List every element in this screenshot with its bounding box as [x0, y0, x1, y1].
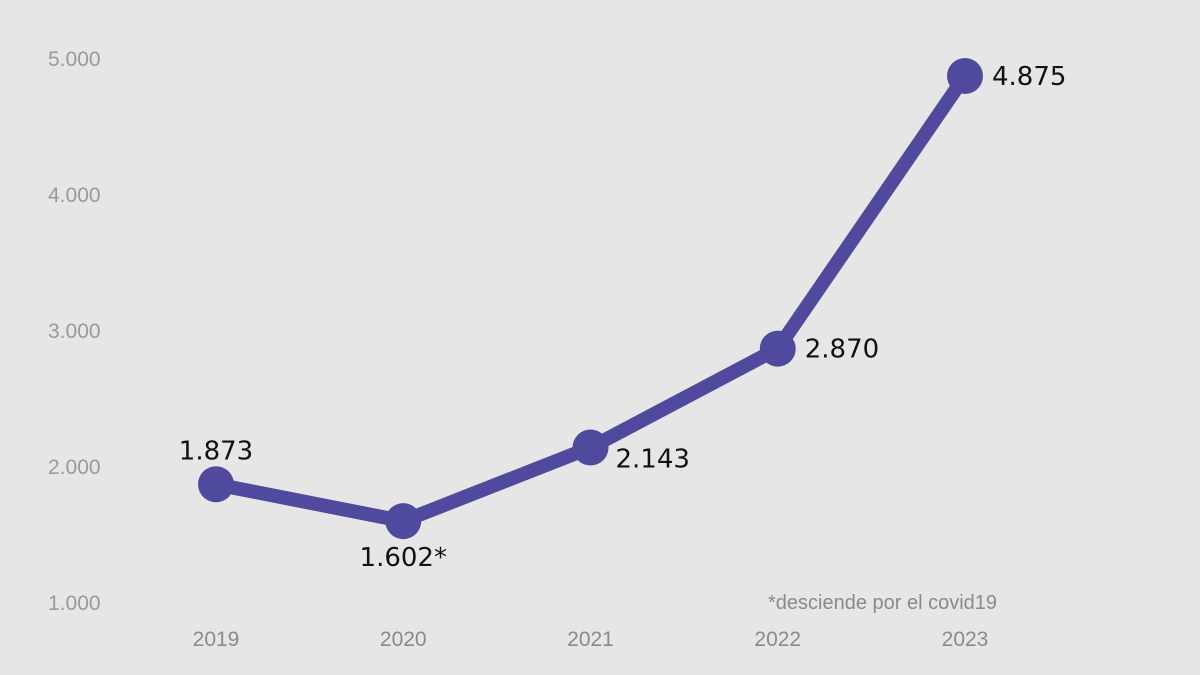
- y-axis: 1.000 2.000 3.000 4.000 5.000: [48, 48, 101, 615]
- x-tick-label: 2023: [942, 628, 989, 651]
- data-label: 2.143: [616, 445, 690, 475]
- x-axis: 2019 2020 2021 2022 2023: [193, 628, 989, 651]
- data-point: [198, 466, 234, 503]
- x-tick-label: 2019: [193, 628, 240, 651]
- data-points: [198, 58, 983, 540]
- y-tick-label: 5.000: [48, 48, 101, 71]
- y-tick-label: 3.000: [48, 320, 101, 343]
- x-tick-label: 2021: [567, 628, 614, 651]
- x-tick-label: 2020: [380, 628, 427, 651]
- x-tick-label: 2022: [754, 628, 801, 651]
- data-point: [947, 58, 983, 94]
- data-label: 4.875: [992, 62, 1066, 92]
- data-point: [385, 503, 422, 540]
- data-label: 1.873: [179, 436, 253, 466]
- y-tick-label: 1.000: [48, 592, 101, 615]
- data-label: 1.602*: [360, 543, 447, 573]
- y-tick-label: 4.000: [48, 184, 101, 207]
- data-point: [572, 429, 609, 466]
- data-point: [759, 330, 796, 367]
- data-labels: 1.873 1.602* 2.143 2.870 4.875: [179, 62, 1067, 573]
- y-tick-label: 2.000: [48, 456, 101, 479]
- data-label: 2.870: [805, 335, 879, 365]
- chart-annotation: *desciende por el covid19: [768, 592, 997, 614]
